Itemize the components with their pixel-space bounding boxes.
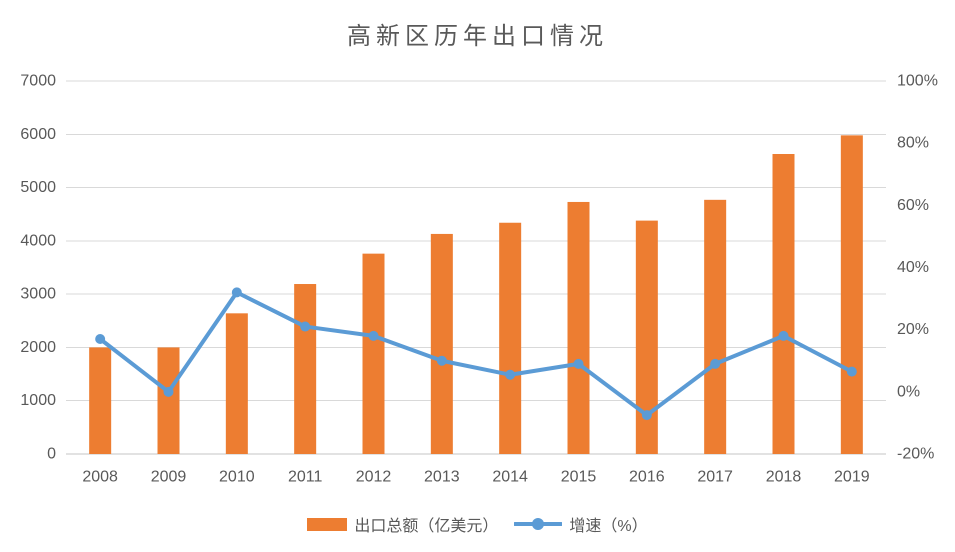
bar-2015 (567, 201, 590, 454)
right-axis-tick-label: 80% (897, 135, 929, 152)
x-axis-tick-label: 2014 (492, 468, 528, 485)
line-marker-2014 (505, 369, 516, 380)
right-axis-tick-label: 100% (897, 73, 938, 90)
x-axis-tick-label: 2009 (151, 468, 187, 485)
y-axis-tick-label: 5000 (20, 179, 56, 196)
line-marker-2009 (163, 386, 174, 397)
line-marker-2017 (710, 358, 721, 369)
bar-2008 (89, 347, 112, 454)
chart-title: 高新区历年出口情况 (347, 24, 608, 50)
legend-bar-swatch-icon (307, 517, 348, 531)
x-axis-tick-label: 2012 (356, 468, 392, 485)
y-axis-tick-label: 0 (47, 446, 56, 463)
x-axis-tick-label: 2018 (766, 468, 802, 485)
x-axis-tick-label: 2013 (424, 468, 460, 485)
x-axis-tick-label: 2016 (629, 468, 665, 485)
line-marker-2008 (95, 333, 106, 344)
legend: 出口总额（亿美元） 增速（%） (0, 511, 955, 537)
bar-2010 (225, 313, 248, 454)
line-marker-2016 (641, 410, 652, 421)
y-axis-tick-label: 4000 (20, 232, 56, 249)
x-axis-tick-label: 2010 (219, 468, 255, 485)
y-axis-tick-label: 3000 (20, 286, 56, 303)
bar-2011 (294, 284, 317, 454)
line-marker-2011 (300, 321, 311, 332)
legend-item-exports: 出口总额（亿美元） (307, 512, 498, 536)
x-axis-tick-label: 2008 (82, 468, 118, 485)
line-marker-2010 (231, 287, 242, 298)
line-marker-2018 (778, 330, 789, 341)
bar-2014 (499, 222, 522, 454)
bar-2019 (840, 135, 863, 454)
legend-label-growth: 增速（%） (569, 518, 648, 535)
x-axis-tick-label: 2015 (561, 468, 597, 485)
growth-line-series (98, 290, 854, 418)
legend-line-swatch-icon (513, 517, 564, 531)
x-axis-tick-label: 2019 (834, 468, 870, 485)
x-axis-tick-label: 2017 (697, 468, 733, 485)
right-axis-tick-label: 0% (897, 383, 920, 400)
x-axis-tick-label: 2011 (288, 468, 323, 485)
right-axis-tick-label: 60% (897, 197, 929, 214)
y-axis-tick-label: 2000 (20, 339, 56, 356)
y-axis-tick-label: 7000 (20, 73, 56, 90)
bar-2012 (362, 253, 385, 454)
right-axis-tick-label: 40% (897, 259, 929, 276)
line-marker-2012 (368, 330, 379, 341)
line-marker-2019 (846, 366, 857, 377)
bar-2013 (430, 233, 453, 454)
line-marker-2013 (436, 355, 447, 366)
right-axis-tick-label: 20% (897, 321, 929, 338)
right-axis-tick-label: -20% (897, 446, 934, 463)
line-marker-2015 (573, 358, 584, 369)
bar-2017 (704, 199, 727, 454)
bar-2016 (635, 220, 658, 454)
y-axis-tick-label: 1000 (20, 392, 56, 409)
bar-2018 (772, 154, 795, 454)
legend-label-exports: 出口总额（亿美元） (354, 518, 499, 535)
y-axis-tick-label: 6000 (20, 126, 56, 143)
legend-item-growth: 增速（%） (513, 512, 648, 536)
bar-2009 (157, 347, 180, 454)
